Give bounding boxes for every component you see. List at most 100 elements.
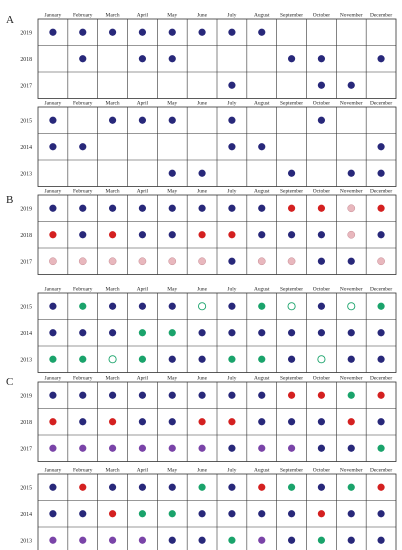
year-label: 2017 [20, 259, 32, 265]
month-label: December [370, 376, 392, 382]
month-label: August [254, 376, 270, 382]
month-label: December [370, 13, 392, 19]
data-point [108, 28, 117, 36]
month-label: April [137, 287, 149, 293]
data-point [258, 28, 266, 36]
month-label: July [227, 13, 236, 19]
data-point [287, 329, 296, 337]
month-label: June [197, 189, 207, 195]
data-point [287, 355, 296, 363]
year-label: 2014 [20, 512, 32, 518]
data-point [168, 355, 176, 363]
data-point [347, 355, 355, 363]
data-point [347, 483, 355, 491]
month-label: August [254, 287, 270, 293]
panel-label: A [6, 14, 14, 26]
data-point [198, 329, 206, 337]
month-label: June [197, 101, 207, 107]
data-point [49, 231, 57, 239]
data-point [228, 116, 236, 124]
data-point [138, 55, 147, 63]
data-point [287, 444, 296, 452]
data-point [228, 329, 236, 337]
data-point [198, 231, 206, 239]
data-point [198, 28, 206, 36]
data-point [228, 510, 236, 518]
data-point [168, 55, 176, 63]
month-label: November [340, 287, 363, 293]
month-label: December [370, 468, 392, 474]
data-point [49, 391, 57, 399]
month-label: November [340, 13, 363, 19]
data-point [287, 510, 296, 518]
month-label: April [137, 189, 149, 195]
data-point [168, 444, 176, 452]
data-point [108, 536, 117, 544]
data-point [168, 257, 177, 266]
data-point [377, 55, 385, 63]
data-point [347, 230, 356, 239]
data-point [49, 329, 57, 337]
month-label: March [106, 101, 120, 107]
data-point [317, 536, 326, 544]
data-point [49, 483, 57, 491]
year-label: 2015 [20, 304, 32, 310]
data-point [287, 483, 296, 491]
data-point [257, 257, 266, 266]
month-label: March [106, 468, 120, 474]
data-point [347, 204, 356, 213]
data-point [287, 536, 296, 544]
data-point [258, 418, 266, 426]
data-point [287, 231, 296, 239]
data-point [377, 169, 385, 177]
data-point [287, 55, 296, 63]
month-label: January [45, 376, 62, 382]
data-point [108, 391, 117, 399]
data-point [377, 391, 385, 399]
data-point [347, 329, 355, 337]
month-label: December [370, 189, 392, 195]
month-label: July [227, 468, 236, 474]
data-point [49, 536, 57, 544]
month-label: May [167, 287, 177, 293]
data-point [168, 231, 176, 239]
data-point [168, 116, 176, 124]
data-point [79, 391, 87, 399]
data-point [228, 391, 236, 399]
month-label: March [106, 13, 120, 19]
data-point [108, 302, 117, 310]
data-point [49, 444, 57, 452]
month-label: November [340, 468, 363, 474]
month-label: September [280, 13, 303, 19]
data-point [108, 231, 117, 239]
month-label: September [280, 287, 303, 293]
data-point [138, 444, 147, 452]
data-point [138, 355, 147, 363]
month-label: June [197, 468, 207, 474]
month-label: August [254, 468, 270, 474]
year-label: 2018 [20, 233, 32, 239]
data-point [287, 204, 296, 212]
data-point [138, 204, 147, 212]
data-point [198, 444, 206, 452]
month-label: September [280, 101, 303, 107]
month-label: September [280, 468, 303, 474]
data-point [228, 483, 236, 491]
data-point [317, 204, 326, 212]
year-label: 2013 [20, 171, 32, 177]
data-point [138, 257, 147, 266]
data-point [168, 302, 176, 310]
month-label: September [280, 376, 303, 382]
month-label: April [137, 376, 149, 382]
month-label: October [313, 468, 331, 474]
data-point [138, 510, 147, 518]
data-point [258, 355, 266, 363]
data-point [138, 28, 147, 36]
data-point [108, 444, 117, 452]
data-point [198, 483, 206, 491]
data-point [138, 483, 147, 491]
month-label: July [227, 101, 236, 107]
data-point [347, 418, 355, 426]
data-point [377, 329, 385, 337]
data-point [49, 116, 57, 124]
